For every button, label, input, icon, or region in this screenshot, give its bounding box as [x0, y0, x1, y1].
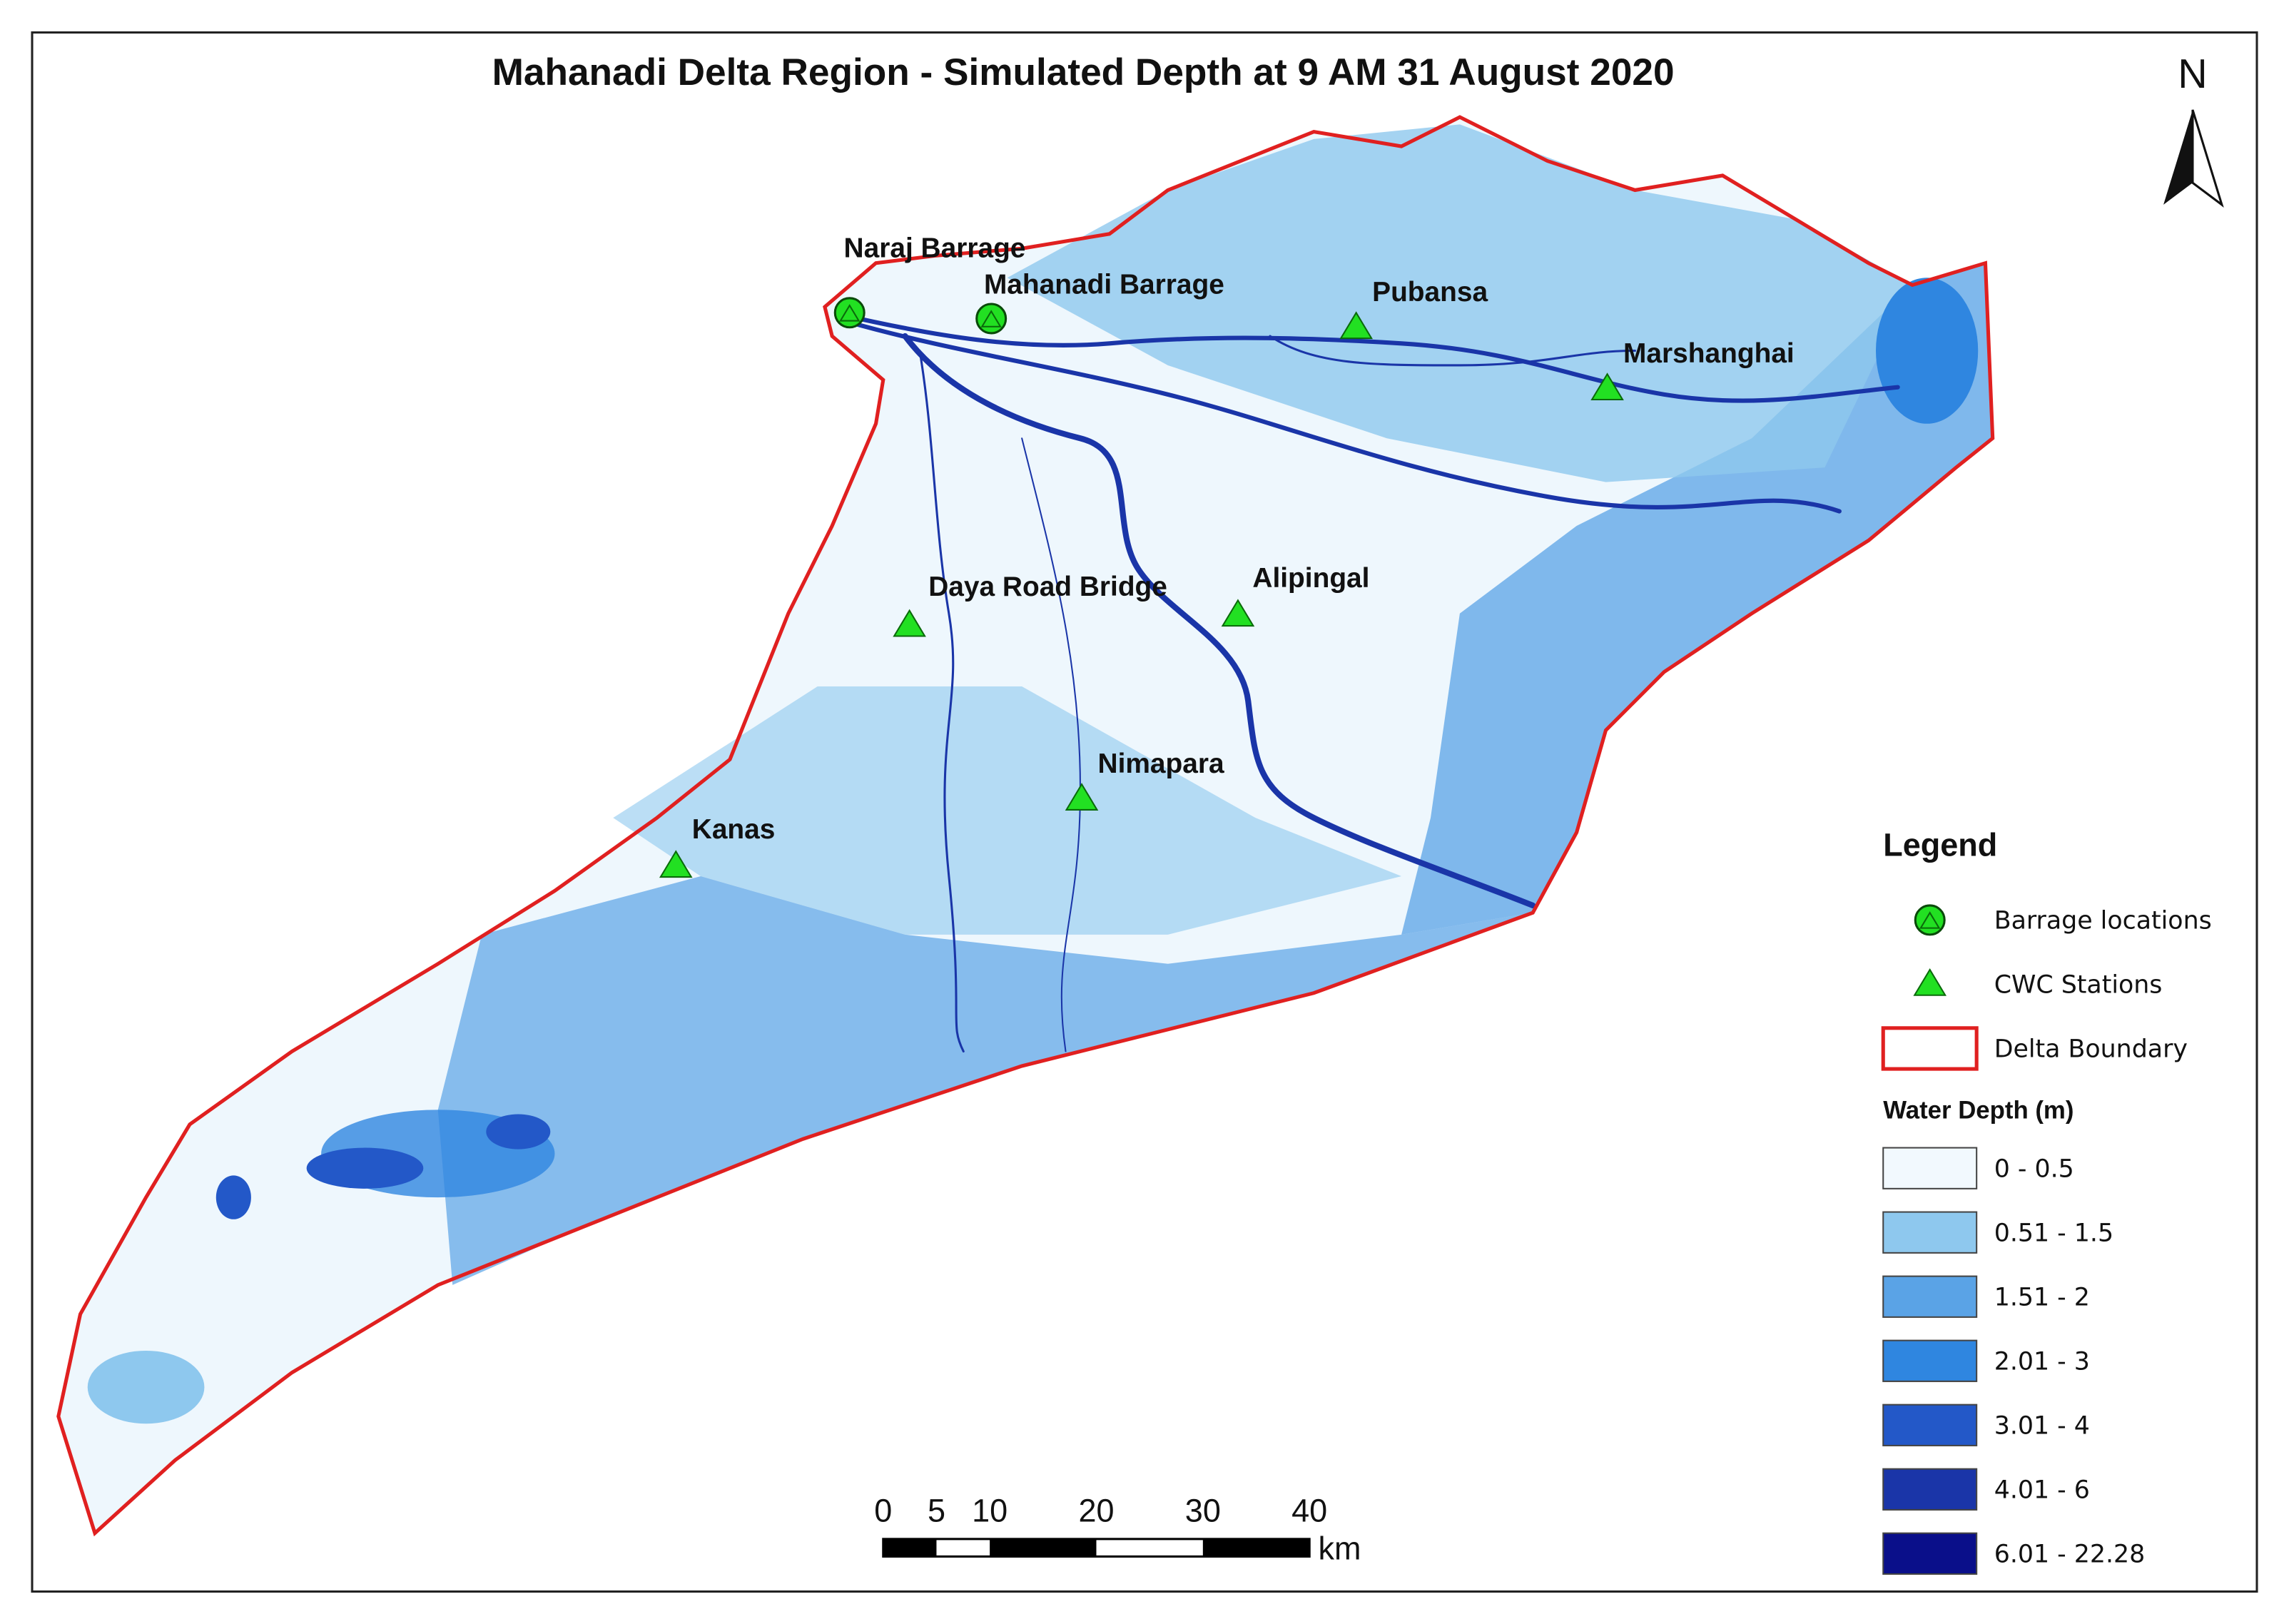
triangle-symbol: [980, 310, 1002, 328]
coastal-depth: [1401, 263, 1993, 935]
station-label: Naraj Barrage: [844, 233, 1026, 264]
scale-segment: [1202, 1538, 1310, 1557]
scale-label: 30: [1185, 1492, 1221, 1528]
depth-swatch: [1882, 1211, 1978, 1254]
river: [902, 333, 1536, 909]
depth-patch: [306, 1147, 424, 1189]
stations: Naraj Barrage Mahanadi Barrage Pubansa Mars…: [659, 233, 1795, 878]
delta-map: [56, 115, 1995, 1537]
legend-label: Delta Boundary: [1994, 1035, 2188, 1064]
south-depth: [437, 876, 1533, 1285]
station-label: Mahanadi Barrage: [984, 270, 1224, 300]
river: [844, 319, 1842, 514]
station-label: Kanas: [692, 814, 776, 845]
depth-swatch: [1882, 1532, 1978, 1575]
river: [1021, 437, 1082, 1052]
legend-label: 1.51 - 2: [1994, 1284, 2090, 1312]
triangle-symbol: [1590, 372, 1624, 401]
depth-patch: [215, 1175, 251, 1219]
station-label: Daya Road Bridge: [928, 572, 1167, 602]
scale-label: 40: [1291, 1492, 1327, 1528]
legend-label: 0 - 0.5: [1994, 1154, 2074, 1183]
station-label: Marshanghai: [1623, 338, 1795, 369]
triangle-symbol: [659, 850, 693, 878]
triangle-symbol: [1919, 911, 1941, 929]
rivers: [837, 312, 1900, 1053]
scale-label: 5: [928, 1492, 945, 1528]
legend-label: 6.01 - 22.28: [1994, 1541, 2146, 1569]
scale-label: 20: [1078, 1492, 1114, 1528]
triangle-symbol: [839, 304, 861, 322]
legend-subtitle: Water Depth (m): [1883, 1097, 2074, 1125]
upper-depth: [1007, 124, 1913, 482]
legend-label: 0.51 - 1.5: [1994, 1219, 2113, 1247]
scale-segment: [883, 1538, 937, 1557]
legend-label: 4.01 - 6: [1994, 1476, 2090, 1505]
depth-swatch: [1882, 1468, 1978, 1511]
triangle-symbol: [1913, 968, 1947, 996]
depth-patch: [1876, 278, 1979, 424]
delta-boundary: [56, 115, 1995, 1537]
legend-title: Legend: [1883, 826, 1997, 863]
depth-patch: [486, 1114, 551, 1150]
scale-label: 10: [972, 1492, 1008, 1528]
north-arrow: [2163, 109, 2193, 205]
station-label: Alipingal: [1252, 563, 1369, 594]
depth-swatch: [1882, 1339, 1978, 1382]
depth-patch: [87, 1350, 205, 1424]
triangle-symbol: [893, 609, 926, 637]
depth-swatch: [1882, 1404, 1978, 1446]
station-label: Pubansa: [1372, 277, 1488, 308]
scale-label: 0: [874, 1492, 892, 1528]
north-arrow: [2191, 109, 2224, 208]
depth-swatch: [1882, 1147, 1978, 1189]
station-label: Nimapara: [1098, 748, 1224, 779]
legend-label: Barrage locations: [1994, 907, 2212, 935]
scale-segment: [990, 1538, 1097, 1557]
triangle-symbol: [1065, 783, 1099, 811]
river: [837, 312, 1900, 403]
map-title: Mahanadi Delta Region - Simulated Depth …: [492, 51, 1675, 93]
mid-depth: [613, 686, 1402, 935]
legend-label: CWC Stations: [1994, 971, 2163, 1000]
river: [1269, 335, 1636, 367]
triangle-symbol: [1339, 311, 1373, 340]
legend-label: 3.01 - 4: [1994, 1412, 2090, 1441]
legend-label: 2.01 - 3: [1994, 1348, 2090, 1376]
north-label: N: [2178, 51, 2207, 97]
scale-unit: km: [1318, 1531, 1361, 1567]
triangle-symbol: [1221, 599, 1255, 627]
legend: Legend Barrage locations CWC Stations Delta…: [1881, 826, 2212, 1575]
river: [918, 349, 965, 1053]
boundary-swatch: [1881, 1026, 1979, 1071]
depth-swatch: [1882, 1275, 1978, 1318]
